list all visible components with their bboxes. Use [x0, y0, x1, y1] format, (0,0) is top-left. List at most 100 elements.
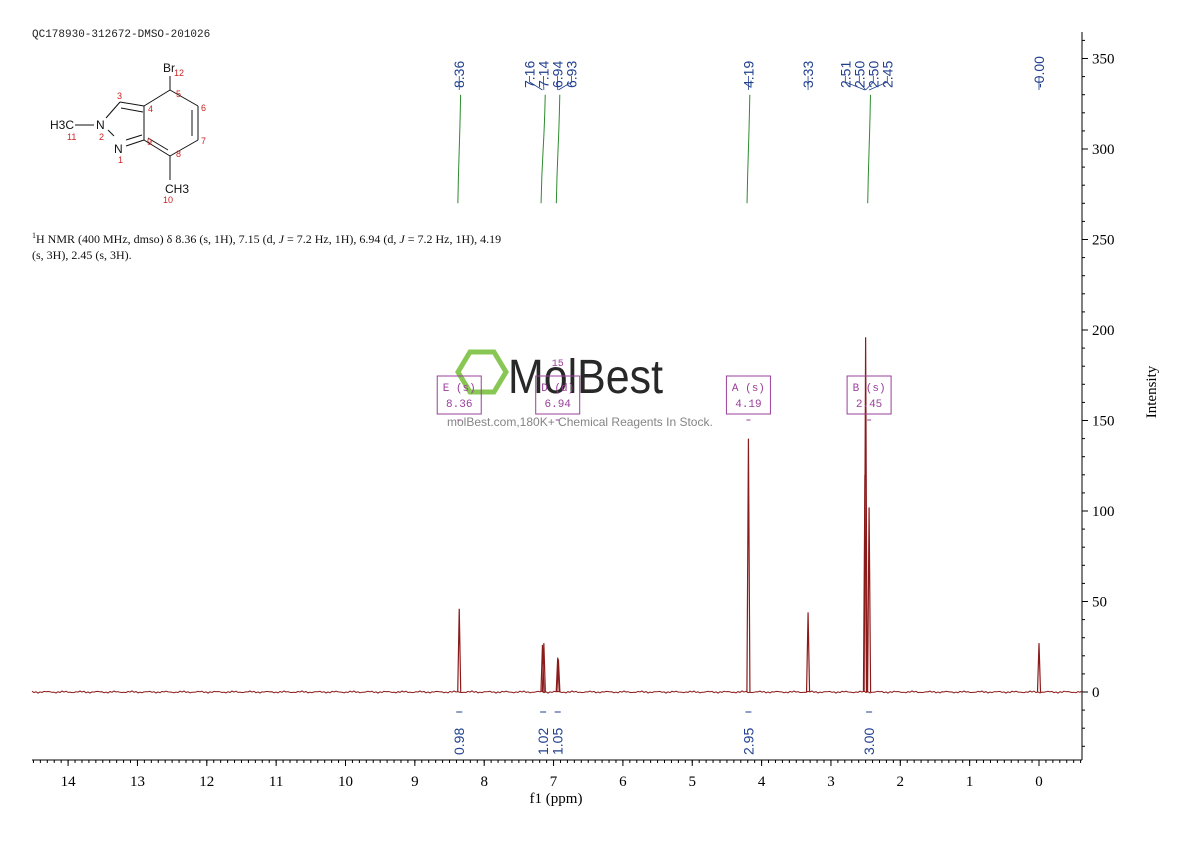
watermark-tagline: molBest.com,180K+ Chemical Reagents In S… [447, 415, 713, 429]
peak-shift-label: 2.50 [851, 61, 867, 88]
multiplet-label: A (s) [732, 383, 765, 395]
x-tick-label: 13 [130, 774, 145, 790]
multiplet-box [846, 375, 892, 415]
multiplet-value: 8.36 [446, 399, 472, 411]
atom-number: 5 [176, 89, 181, 99]
peak-shift-label: 8.36 [451, 61, 467, 88]
spectrum-peak [746, 438, 751, 693]
integral-curve [555, 94, 561, 204]
x-tick-label: 4 [758, 774, 766, 790]
x-tick-label: 2 [897, 774, 905, 790]
nucleus-superscript: 1 [32, 231, 36, 240]
multiplet-value: 6.94 [545, 399, 572, 411]
integral-value: 2.95 [740, 728, 756, 755]
multiplet-extra: 15 [552, 359, 564, 370]
peak-label-leader [558, 76, 573, 91]
y-tick-label: 250 [1092, 233, 1115, 249]
x-tick-label: 0 [1035, 774, 1043, 790]
peak-shift-label: -0.00 [1031, 56, 1047, 88]
watermark-brand: MolBest [508, 351, 663, 404]
x-tick-label: 1 [966, 774, 974, 790]
peak-label-leader [858, 76, 866, 91]
x-tick-label: 12 [199, 774, 214, 790]
atom-number: 1 [118, 155, 123, 165]
atom-br: Br [163, 61, 175, 75]
atom-n1: N [114, 142, 123, 156]
multiplet-label: E (s) [443, 383, 476, 395]
atom-number: 7 [201, 136, 206, 146]
atom-numbers: 12 3 4 5 6 7 8 9 1 2 11 10 [67, 68, 206, 205]
atom-methyl-n: H3C [50, 118, 74, 132]
spectrum-peak [457, 608, 462, 693]
integral-curve [867, 94, 871, 204]
multiplet-label: B (s) [853, 383, 886, 395]
y-axis-label: Intensity [1144, 365, 1160, 418]
peak-shift-label: 2.51 [837, 61, 853, 88]
x-tick-label: 10 [338, 774, 353, 790]
x-tick-label: 7 [550, 774, 558, 790]
integral-curve [746, 94, 751, 204]
integral-value: 3.00 [861, 728, 877, 755]
integral-value: 0.98 [451, 728, 467, 755]
multiplet-value: 2.45 [856, 399, 882, 411]
x-tick-label: 8 [480, 774, 488, 790]
peak-shift-label: 7.16 [522, 61, 538, 88]
integral-curve [540, 94, 546, 204]
peak-shift-label: 7.14 [536, 61, 552, 88]
atom-number: 9 [147, 137, 152, 147]
spectrum-peak [805, 612, 811, 693]
spectrum-peak [555, 657, 560, 693]
atom-number: 2 [99, 132, 104, 142]
plot-layer: 14 13 12 11 10 9 8 7 6 5 4 3 2 1 0f1 (ppm)050100150200… [31, 32, 1160, 807]
peak-shift-label: 3.33 [800, 61, 816, 88]
y-tick-label: 0 [1092, 685, 1100, 701]
atom-number: 11 [67, 132, 76, 142]
peak-shift-label: 6.94 [550, 61, 566, 88]
desc-text-1: H NMR (400 MHz, dmso) δ 8.36 (s, 1H), 7.… [36, 232, 279, 246]
multiplet-box [535, 375, 581, 415]
peak-label-leader [844, 76, 866, 91]
atom-number: 4 [148, 104, 153, 114]
atom-number: 6 [201, 103, 206, 113]
x-tick-label: 3 [827, 774, 835, 790]
peak-label-leader [865, 76, 874, 91]
multiplet-box [436, 375, 482, 415]
spectrum-peak [863, 337, 868, 693]
molbest-logo-icon [455, 349, 509, 395]
y-tick-label: 50 [1092, 595, 1107, 611]
atom-number: 10 [163, 195, 173, 205]
x-tick-label: 11 [269, 774, 283, 790]
peak-label-leader [868, 76, 888, 91]
j-coupling-1: J [278, 232, 284, 246]
integral-value: 1.02 [535, 728, 551, 755]
desc-text-3: = 7.2 Hz, 1H), 4.19 (s, 3H), 2.45 (s, 3H… [32, 232, 502, 262]
x-tick-label: 9 [411, 774, 419, 790]
x-axis-label: f1 (ppm) [530, 791, 583, 807]
atom-number: 3 [117, 91, 122, 101]
y-tick-label: 200 [1092, 323, 1115, 339]
spectrum-peak [866, 507, 872, 693]
spectrum-peak [1036, 643, 1042, 693]
y-tick-label: 150 [1092, 414, 1115, 430]
peak-shift-label: 6.93 [564, 61, 580, 88]
nmr-description: 1H NMR (400 MHz, dmso) δ 8.36 (s, 1H), 7… [32, 228, 502, 263]
y-tick-label: 350 [1092, 52, 1115, 68]
multiplet-box [725, 375, 771, 415]
integral-value: 1.05 [550, 728, 566, 755]
x-tick-label: 14 [61, 774, 77, 790]
y-tick-label: 100 [1092, 504, 1115, 520]
spectrum-peak [556, 659, 561, 693]
peak-shift-label: 2.45 [879, 61, 895, 88]
integral-curve [457, 94, 462, 204]
multiplet-value: 4.19 [735, 399, 761, 411]
x-tick-label: 6 [619, 774, 627, 790]
multiplet-label: D (d) [541, 383, 574, 395]
spectrum-peak [541, 643, 546, 693]
peak-shift-label: 2.50 [865, 61, 881, 88]
j-coupling-2: J [399, 232, 405, 246]
atom-number: 12 [174, 68, 184, 78]
sample-id: QC178930-312672-DMSO-201026 [32, 29, 211, 41]
y-tick-label: 300 [1092, 142, 1115, 158]
peak-label-leader [529, 76, 543, 91]
